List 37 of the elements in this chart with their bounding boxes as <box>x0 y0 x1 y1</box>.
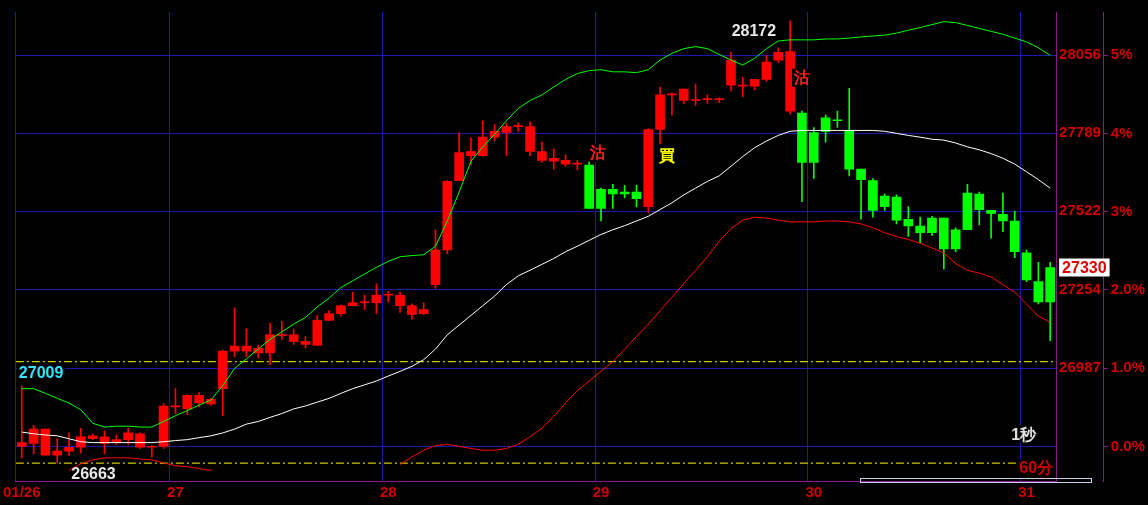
annotation: 1秒 <box>1011 425 1038 443</box>
y2-tick-label: 3% <box>1110 201 1133 219</box>
x-tick-label: 31 <box>1018 483 1035 501</box>
y2-tick-label: 2.0% <box>1110 280 1146 298</box>
x-tick-label: 01/26 <box>3 483 41 501</box>
ref-line-label: 27009 <box>18 364 64 382</box>
y2-tick-label: 1.0% <box>1110 358 1146 376</box>
y2-tick-label: 5% <box>1110 45 1133 63</box>
candlestick <box>998 192 1008 232</box>
annotation: 60分 <box>1019 459 1055 477</box>
candlestick <box>64 432 74 456</box>
y-tick-label: 26987 <box>1059 358 1101 376</box>
candlestick <box>856 168 866 220</box>
annotation: 26663 <box>71 465 116 483</box>
candlestick <box>513 122 524 132</box>
text: 27330 <box>1062 259 1107 277</box>
candlestick <box>607 184 618 209</box>
y-tick-label: 27789 <box>1059 123 1101 141</box>
annotation: 28172 <box>731 22 777 40</box>
x-tick-label: 29 <box>592 483 610 501</box>
annotation: 沽 <box>589 144 607 162</box>
candlestick <box>277 320 287 340</box>
x-tick-label: 30 <box>805 483 823 501</box>
candlestick <box>16 385 27 459</box>
y-tick-label: 27522 <box>1059 201 1101 219</box>
y2-tick-label: 0.0% <box>1110 436 1146 454</box>
y-tick-label: 27254 <box>1059 280 1102 298</box>
candlestick <box>52 438 63 464</box>
x-tick-label: 28 <box>379 483 397 501</box>
y2-tick-label: 4% <box>1110 123 1133 141</box>
x-tick-label: 27 <box>167 483 184 501</box>
y-tick-label: 28056 <box>1059 44 1101 62</box>
annotation: 沽 <box>792 69 810 87</box>
candlestick <box>146 445 157 458</box>
candlestick <box>986 210 996 239</box>
annotation: 買 <box>658 146 676 164</box>
candlestick <box>548 148 559 170</box>
